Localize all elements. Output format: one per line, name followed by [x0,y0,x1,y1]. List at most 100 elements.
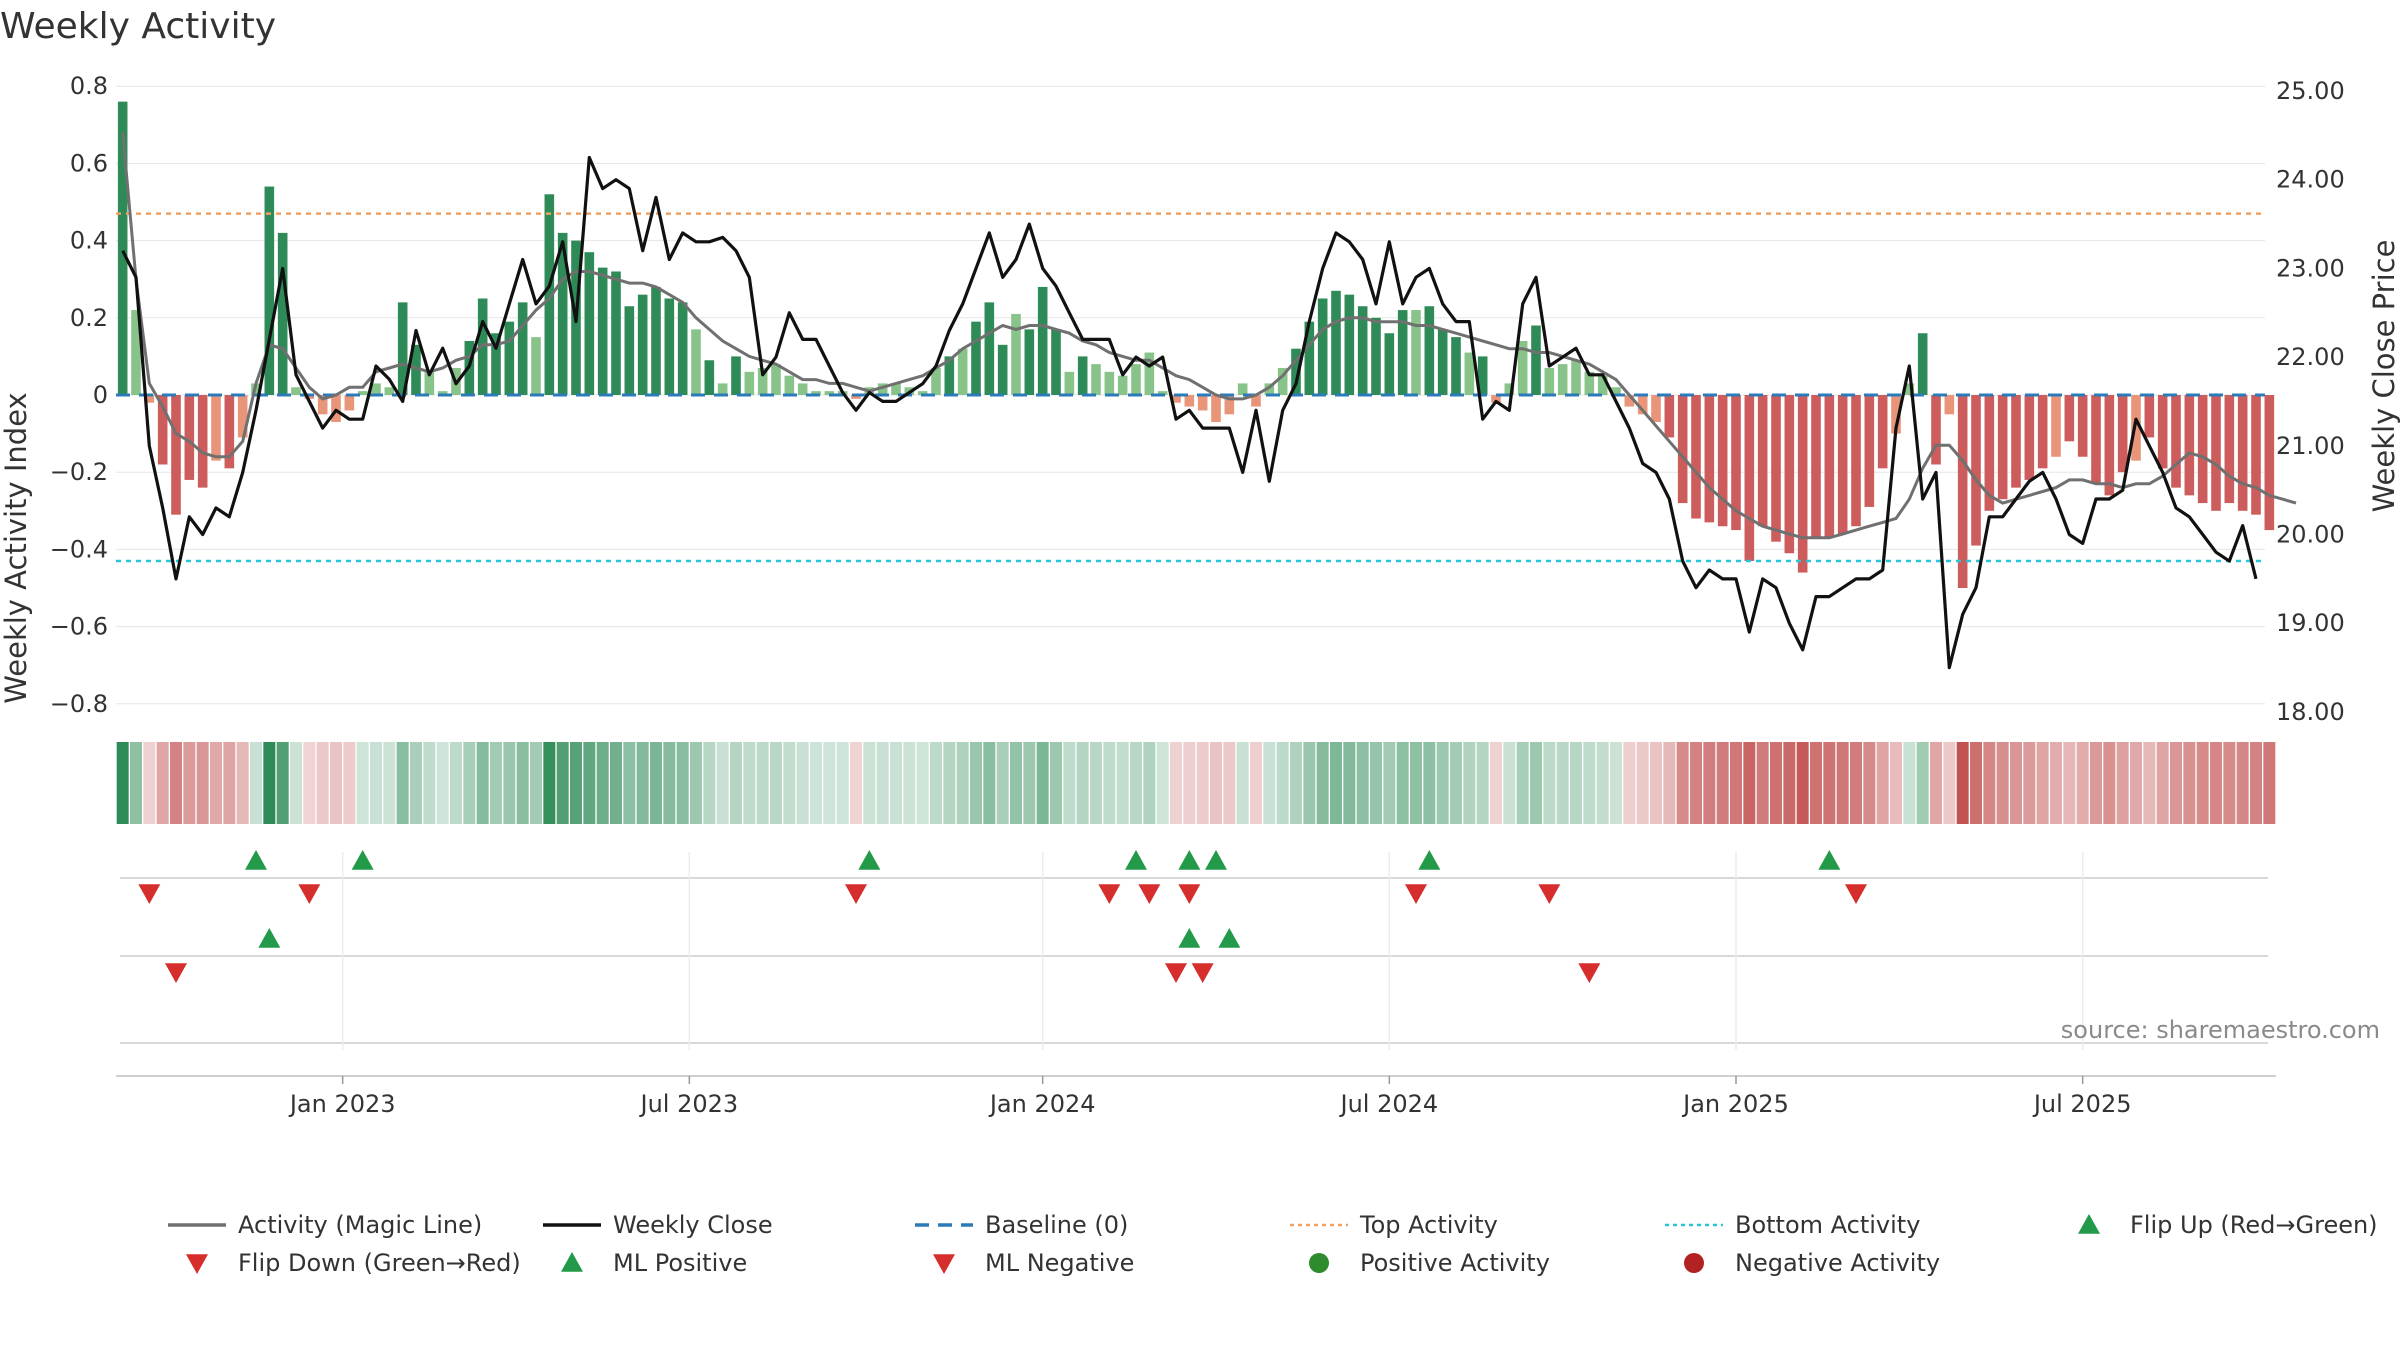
activity-bar [664,298,675,395]
strip-cell [1036,742,1049,824]
activity-bar [811,391,821,395]
legend-swatch [186,1254,208,1274]
activity-bar [344,395,355,411]
strip-cell [690,742,702,824]
strip-cell [183,742,196,824]
ml-negative-marker [165,963,187,983]
strip-cell [2183,742,2196,824]
strip-cell [290,742,302,824]
flip-down-marker [138,884,161,904]
strip-cell [2023,742,2036,824]
activity-bar [1037,286,1048,395]
strip-cell [1250,742,1262,824]
activity-bar [437,391,448,395]
activity-bar [877,383,888,395]
chart-title: Weekly Activity [0,6,276,47]
legend-swatch [561,1252,583,1272]
strip-cell [1050,742,1062,824]
strip-cell [530,742,542,824]
strip-cell [1396,742,1409,824]
activity-bar [1931,395,1941,465]
ml-positive-marker [1178,928,1201,948]
weekly-close-line [121,155,2258,670]
strip-cell [383,742,396,824]
strip-cell [983,742,996,824]
activity-bar [637,294,648,395]
x-axis-ticks: Jan 2023 Jul 2023 Jan 2024 Jul 2024 Jan 2025… [288,1076,2132,1118]
x-tick-label: Jul 2023 [638,1090,738,1118]
activity-bar [2104,395,2115,496]
strip-cell [1183,742,1196,824]
legend-label: Bottom Activity [1735,1211,1920,1239]
activity-bar [1851,395,1861,527]
strip-cell [1116,742,1129,824]
ml-negative-marker [1578,963,1601,983]
strip-cell [836,742,849,824]
activity-bar [1624,395,1635,407]
strip-cell [516,742,529,824]
strip-cell [490,742,502,824]
strip-cell [623,742,636,824]
legend-label: Negative Activity [1735,1249,1940,1277]
activity-bar [1997,395,2008,500]
right-tick-label: 22.00 [2276,343,2345,371]
legend-swatch [933,1254,955,1274]
activity-bar [2224,395,2235,504]
strip-cell [1463,742,1476,824]
activity-bar [1917,333,1928,395]
activity-bar [264,186,275,395]
strip-cell [1143,742,1156,824]
activity-bar [1517,340,1528,395]
left-tick-label: 0.4 [70,227,108,255]
strip-cell [1796,742,1809,824]
strip-cell [1090,742,1102,824]
strip-cell [583,742,596,824]
ml-positive-marker [258,928,281,948]
strip-cell [956,742,969,824]
activity-bar [1984,395,1995,511]
strip-cell [1330,742,1342,824]
activity-bar [291,387,301,395]
strip-cell [1596,742,1609,824]
activity-bar [2117,395,2128,473]
strip-cell [1076,742,1089,824]
legend-label: ML Negative [985,1249,1134,1277]
activity-bar [1811,395,1821,538]
activity-bar [1891,395,1901,434]
strip-cell [1636,742,1649,824]
activity-bar [717,383,728,395]
activity-bar [624,306,635,395]
strip-cell [930,742,942,824]
strip-cell [1356,742,1369,824]
strip-cell [1130,742,1142,824]
activity-bar [1704,395,1715,523]
strip-cell [236,742,249,824]
strip-cell [796,742,809,824]
strip-cell [2196,742,2209,824]
strip-cell [1783,742,1796,824]
strip-cell [1916,742,1929,824]
strip-cell [436,742,449,824]
strip-cell [1970,742,1982,824]
strip-cell [356,742,369,824]
legend-label: Flip Down (Green→Red) [238,1249,521,1277]
strip-cell [2263,742,2276,824]
flip-up-marker [1125,850,1147,870]
strip-cell [396,742,409,824]
activity-bar [1197,395,1208,411]
activity-bar [1251,395,1261,407]
activity-bar [1637,395,1648,415]
activity-bar [1264,383,1275,395]
activity-bar [1677,395,1688,504]
activity-bar [357,391,368,395]
activity-bar [211,395,221,461]
strip-cell [1223,742,1236,824]
activity-bar [1104,371,1115,395]
strip-cell [1343,742,1356,824]
activity-bar [997,344,1008,395]
activity-bar [171,395,181,515]
strip-cell [1836,742,1849,824]
activity-bar [944,356,955,395]
activity-bar [1971,395,1981,546]
